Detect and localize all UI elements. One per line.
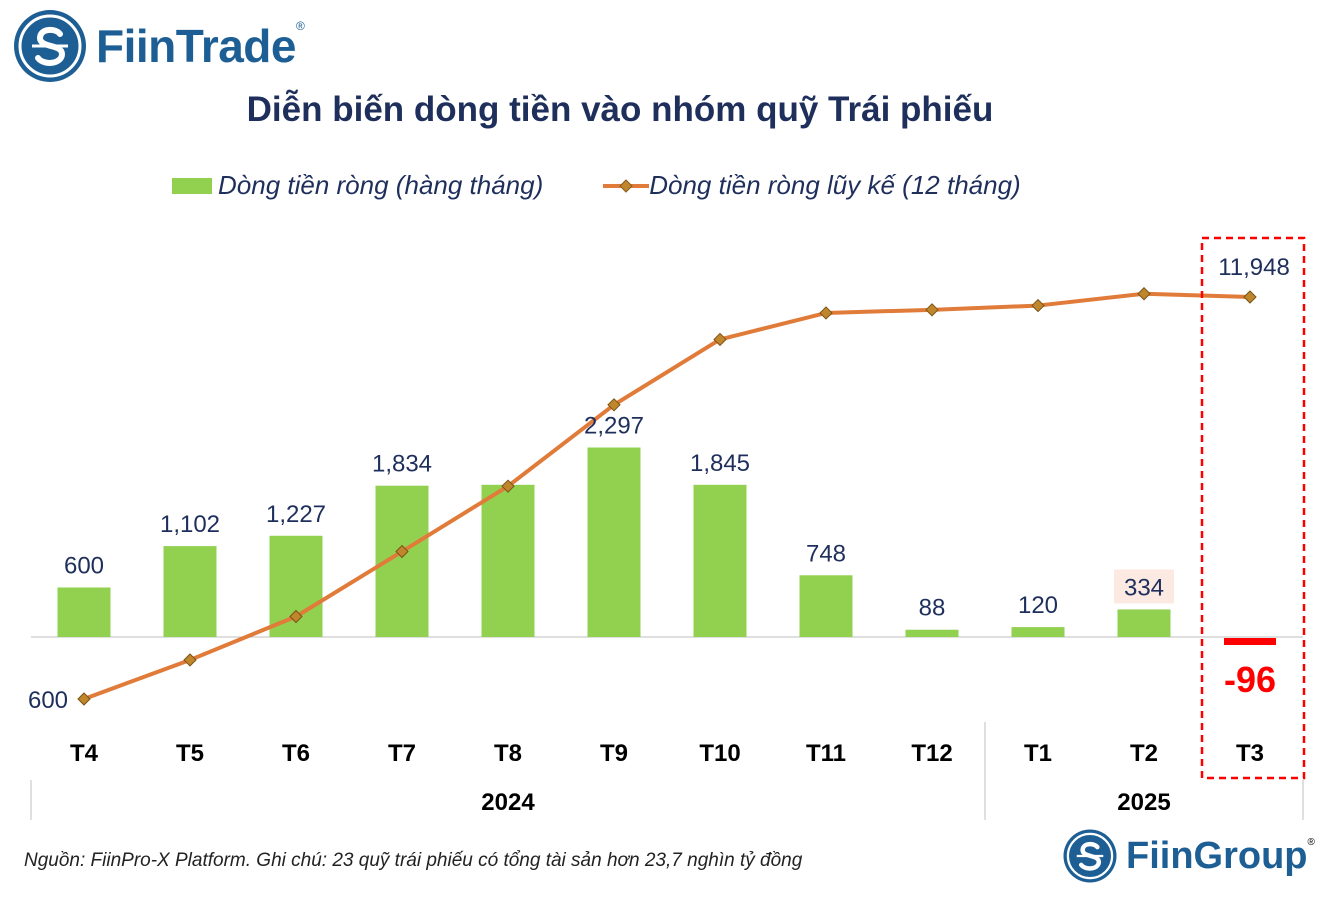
tick-label-T2: T2 xyxy=(1130,740,1158,767)
legend-label-bar: Dòng tiền ròng (hàng tháng) xyxy=(218,170,544,200)
tick-label-T11: T11 xyxy=(806,740,846,767)
line-marker-T2 xyxy=(1137,287,1151,301)
brand-reg: ® xyxy=(295,19,305,33)
bar-label-T10: 1,845 xyxy=(690,450,750,477)
line-marker-T1 xyxy=(1031,298,1045,313)
fiintrade-emblem-icon xyxy=(14,10,86,82)
line-marker-T11 xyxy=(819,306,833,320)
bar-T11 xyxy=(799,575,853,637)
tick-label-T3: T3 xyxy=(1236,740,1264,767)
tick-label-T9: T9 xyxy=(600,740,628,767)
bar-label-T11: 748 xyxy=(806,540,846,567)
tick-label-T6: T6 xyxy=(282,740,310,767)
line-label-T4: 600 xyxy=(28,687,68,714)
line-marker-T12 xyxy=(925,303,939,317)
line-marker-T7 xyxy=(395,544,409,559)
bar-label-bg-T2 xyxy=(1114,569,1174,604)
fiingroup-logo: FiinGroup ® xyxy=(1062,828,1315,884)
tick-label-T5: T5 xyxy=(176,740,204,767)
legend-item-bar: Dòng tiền ròng (hàng tháng) xyxy=(172,170,543,201)
year-label-2024: 2024 xyxy=(481,789,535,816)
line-marker-T9 xyxy=(607,398,621,412)
legend-bar-swatch xyxy=(172,177,212,194)
tick-label-T8: T8 xyxy=(494,740,522,767)
footer-brand-reg: ® xyxy=(1307,836,1315,848)
bar-label-T1: 120 xyxy=(1018,592,1058,619)
line-marker-T6 xyxy=(289,609,303,624)
bar-label-T5: 1,102 xyxy=(160,511,220,538)
cumulative-line xyxy=(83,291,1251,701)
bar-T9 xyxy=(587,447,641,637)
fiintrade-logo: FiinTrade ® xyxy=(12,8,305,84)
line-marker-T10 xyxy=(713,332,727,347)
line-marker-T4 xyxy=(77,692,91,706)
bar-T1 xyxy=(1011,627,1065,637)
bar-T12 xyxy=(905,629,959,637)
legend-label-line: Dòng tiền ròng lũy kế (12 tháng) xyxy=(649,170,1021,200)
bar-T8 xyxy=(481,484,535,637)
footer-brand-name: FiinGroup xyxy=(1126,834,1308,877)
bar-label-T2: 334 xyxy=(1124,574,1164,601)
year-label-2025: 2025 xyxy=(1117,789,1170,816)
tick-label-T12: T12 xyxy=(911,740,952,767)
bar-T10 xyxy=(693,484,747,637)
bar-T4 xyxy=(57,587,111,637)
tick-label-T7: T7 xyxy=(388,740,416,767)
brand-name: FiinTrade xyxy=(96,20,296,72)
bar-T2 xyxy=(1117,609,1171,637)
chart-title: Diễn biến dòng tiền vào nhóm quỹ Trái ph… xyxy=(246,90,994,129)
legend-item-line: Dòng tiền ròng lũy kế (12 tháng) xyxy=(603,170,1021,201)
legend-line-swatch xyxy=(603,178,650,193)
fiingroup-emblem-icon xyxy=(1063,829,1117,883)
bar-label-T9: 2,297 xyxy=(584,412,644,439)
bar-label-T6: 1,227 xyxy=(266,501,326,528)
tick-label-T10: T10 xyxy=(699,740,740,767)
bar-label-T7: 1,834 xyxy=(372,451,432,478)
tick-label-T1: T1 xyxy=(1024,740,1052,767)
bar-T3 xyxy=(1224,638,1276,645)
bar-label-T4: 600 xyxy=(64,553,104,580)
source-note: Nguồn: FiinPro-X Platform. Ghi chú: 23 q… xyxy=(24,850,803,871)
bar-T5 xyxy=(163,546,217,637)
tick-label-T4: T4 xyxy=(70,740,99,767)
line-marker-T8 xyxy=(501,479,515,493)
highlight-box xyxy=(1200,236,1306,780)
bar-label-T12: 88 xyxy=(919,595,946,622)
line-marker-T3 xyxy=(1243,290,1257,304)
bar-label-T3: -96 xyxy=(1224,659,1276,700)
chart-legend: Dòng tiền ròng (hàng tháng) Dòng tiền rò… xyxy=(172,170,1081,201)
line-marker-T5 xyxy=(183,653,197,667)
line-label-T3: 11,948 xyxy=(1218,254,1290,281)
